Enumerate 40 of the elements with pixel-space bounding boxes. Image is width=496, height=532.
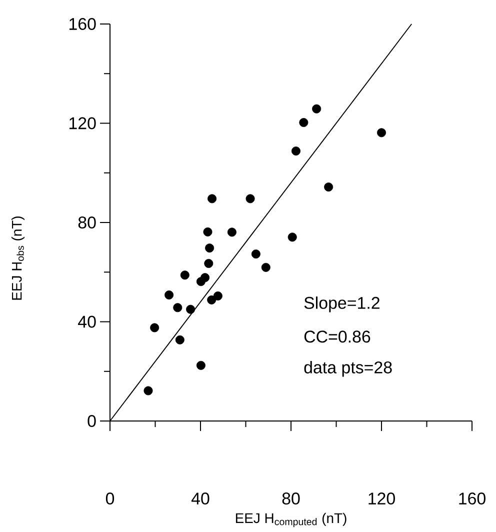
point (180, 270, 190, 280)
point (200, 273, 210, 282)
point (227, 228, 236, 237)
point (261, 262, 270, 272)
point (205, 244, 214, 253)
point (186, 304, 196, 314)
point (291, 146, 300, 156)
y-tick-label: 120 (70, 117, 96, 130)
point (251, 250, 260, 259)
point (312, 104, 322, 114)
x-tick-label: 40 (191, 492, 210, 505)
point (324, 182, 334, 192)
point (288, 232, 297, 242)
x-tick-label: 80 (282, 492, 300, 505)
point (213, 291, 222, 300)
annotation: Slope=1.2 (304, 296, 380, 312)
point (208, 194, 217, 204)
y-tick-label: 80 (78, 216, 96, 228)
y-axis-title: EEJ H$_{obs}$ (nT) (12, 216, 24, 300)
point (173, 303, 182, 312)
y-tick-label: 160 (70, 18, 96, 30)
point (164, 290, 174, 300)
y-tick-label: 0 (88, 415, 96, 427)
point (299, 118, 308, 127)
y-tick-label: 40 (78, 316, 96, 328)
annotation: CC=0.86 (304, 330, 370, 343)
point (144, 386, 153, 396)
annotation: data pts=28 (304, 361, 392, 377)
point (150, 323, 160, 332)
x-tick-label: 0 (106, 492, 114, 505)
point (175, 335, 184, 344)
point (204, 258, 214, 268)
x-tick-label: 160 (459, 492, 486, 505)
x-tick-label: 120 (368, 492, 395, 505)
point (207, 295, 216, 304)
point (377, 128, 386, 138)
point (196, 360, 206, 370)
point (203, 227, 212, 236)
point (246, 194, 255, 204)
x-axis-title: EEJ H$_{computed}$ (nT) (236, 512, 346, 528)
